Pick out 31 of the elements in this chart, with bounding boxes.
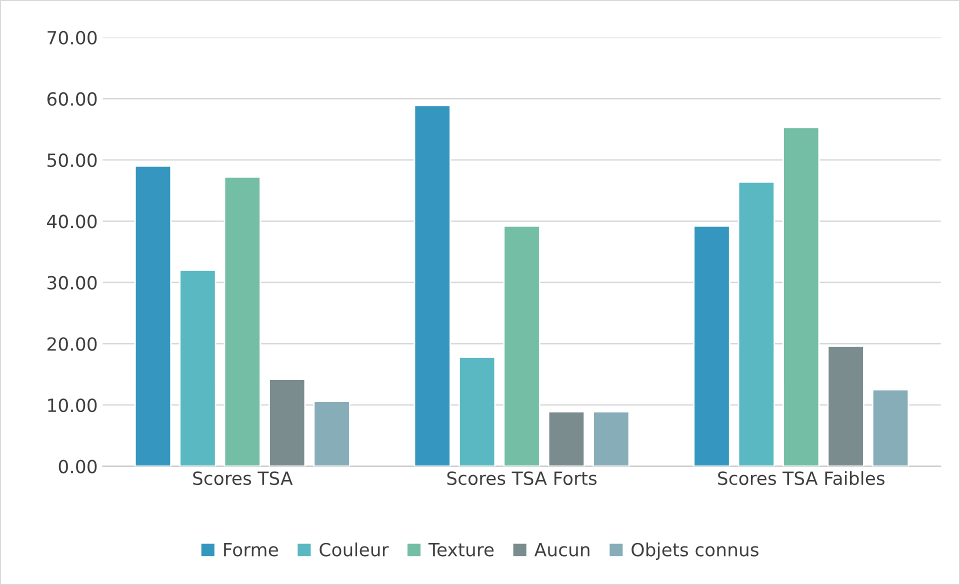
bar [738, 181, 775, 466]
bar [693, 225, 730, 466]
legend-label: Texture [428, 543, 494, 556]
x-tick-label: Scores TSA Faibles [718, 471, 884, 486]
y-tick-label: 70.00 [48, 30, 97, 45]
bar [414, 104, 451, 466]
bar [872, 388, 910, 466]
bar [224, 176, 261, 466]
legend-label: Aucun [534, 543, 590, 556]
y-tick-label: 50.00 [48, 153, 97, 168]
legend-label: Forme [224, 543, 278, 556]
bar [458, 356, 496, 466]
bar [827, 345, 864, 466]
bar [548, 411, 586, 466]
y-tick-label: 0.00 [58, 460, 97, 474]
y-tick-label: 10.00 [48, 398, 97, 412]
bar [134, 165, 172, 466]
bar [268, 378, 306, 466]
y-tick-label: 60.00 [47, 92, 97, 106]
bar [782, 126, 820, 466]
y-tick-label: 40.00 [47, 214, 97, 228]
x-tick-label: Scores TSA [193, 471, 293, 486]
legend-label: Couleur [320, 542, 389, 556]
bar [313, 400, 350, 466]
y-tick-label: 30.00 [48, 276, 97, 290]
bar [503, 225, 540, 466]
y-tick-label: 20.00 [47, 337, 97, 351]
x-tick-label: Scores TSA Forts [447, 471, 597, 486]
bar [592, 411, 630, 466]
legend-label: Objets connus [632, 542, 758, 560]
bar [179, 270, 216, 466]
